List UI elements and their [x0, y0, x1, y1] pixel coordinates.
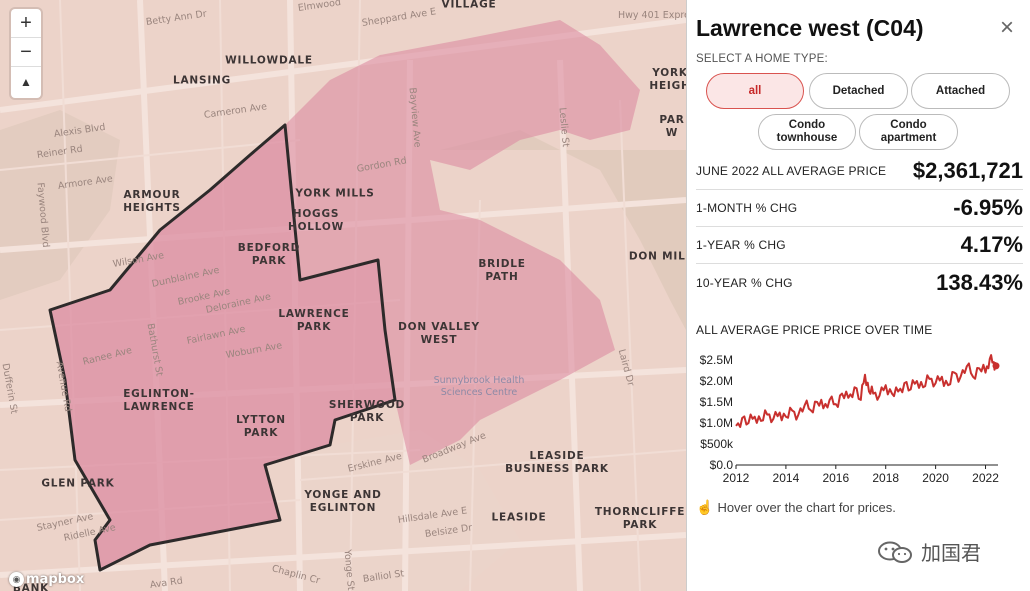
- region-lawrence-west-c04[interactable]: [50, 125, 395, 570]
- zoom-controls: + − ▲: [11, 9, 41, 98]
- highway-label: Hwy 401 Express: [618, 10, 686, 21]
- place-leaside: LEASIDE: [491, 511, 547, 524]
- region-don-valley-west[interactable]: [285, 20, 640, 465]
- hand-pointer-icon: ☝: [696, 499, 714, 515]
- watermark: 加国君: [877, 537, 981, 566]
- zoom-in-button[interactable]: +: [11, 9, 41, 38]
- mapbox-label: mapbox: [26, 572, 85, 587]
- place-lawrence-park: LAWRENCE PARK: [278, 308, 350, 333]
- place-bank: BANK: [12, 582, 50, 591]
- stat-value: -6.95%: [953, 195, 1023, 220]
- mapbox-attribution[interactable]: ◉ mapbox: [9, 572, 84, 587]
- place-willowdale: WILLOWDALE: [225, 54, 313, 67]
- place-bedford-park: BEDFORD PARK: [237, 242, 301, 267]
- place-york-mills: YORK MILLS: [295, 187, 375, 200]
- park-area: [440, 130, 686, 330]
- x-tick-label: 2012: [723, 471, 750, 485]
- close-button[interactable]: ×: [1000, 14, 1015, 41]
- stat-label: 10-YEAR % CHG: [696, 275, 793, 290]
- zoom-out-button[interactable]: −: [11, 38, 41, 67]
- place-armour-heights: ARMOUR HEIGHTS: [123, 189, 181, 214]
- home-type-attached-button[interactable]: Attached: [911, 73, 1010, 109]
- y-tick-label: $0.0: [710, 458, 734, 472]
- compass-button[interactable]: ▲: [20, 74, 32, 89]
- home-type-condo-townhouse-button[interactable]: Condo townhouse: [758, 114, 856, 150]
- y-tick-label: $2.5M: [700, 353, 733, 367]
- price-chart[interactable]: $0.0$500k$1.0M$1.5M$2.0M$2.5M 2012 2014 20…: [686, 340, 1030, 490]
- y-axis: $0.0 $500k $1.0M $1.5M $2.0M $2.5M: [700, 353, 734, 472]
- place-parkway: PAR W: [659, 114, 685, 139]
- hover-hint: ☝ Hover over the chart for prices.: [696, 499, 896, 516]
- place-glen-park: GLEN PARK: [41, 477, 115, 490]
- panel-title: Lawrence west (C04): [696, 15, 924, 41]
- mapbox-logo-icon: ◉: [9, 572, 24, 587]
- stat-label: 1-MONTH % CHG: [696, 201, 798, 215]
- y-tick-label: $1.5M: [700, 395, 733, 409]
- place-yonge-eglinton: YONGE AND EGLINTON: [304, 489, 382, 514]
- stat-row-1-year: 1-YEAR % CHG 4.17%: [696, 227, 1023, 264]
- wechat-logo-icon: [878, 541, 912, 563]
- place-thorncliffe-park: THORNCLIFFE PARK: [594, 506, 686, 531]
- home-type-label: SELECT A HOME TYPE:: [696, 53, 828, 65]
- poi-sunnybrook: Sunnybrook Health Sciences Centre: [433, 375, 525, 398]
- place-hoggs-hollow: HOGGS HOLLOW: [287, 208, 345, 233]
- x-axis: 2012 2014 2016 2018 2020 2022: [723, 465, 999, 485]
- y-tick-label: $1.0M: [700, 416, 733, 430]
- x-tick-label: 2016: [822, 471, 849, 485]
- place-lytton-park: LYTTON PARK: [236, 414, 286, 439]
- info-panel: Lawrence west (C04) × SELECT A HOME TYPE…: [686, 0, 1030, 591]
- park-area: [0, 110, 120, 300]
- x-tick-label: 2020: [922, 471, 949, 485]
- y-tick-label: $500k: [700, 437, 734, 451]
- map-view[interactable]: + − ▲ Hwy 401 Express VILLAGE WILLOWDALE…: [0, 0, 686, 591]
- stat-row-10-year: 10-YEAR % CHG 138.43%: [696, 264, 1023, 301]
- place-don-mills: DON MILL: [628, 250, 686, 263]
- place-don-valley-west: DON VALLEY WEST: [398, 321, 480, 346]
- stat-label: JUNE 2022 ALL AVERAGE PRICE: [696, 164, 887, 178]
- place-sherwood-park: SHERWOOD PARK: [328, 399, 406, 424]
- place-york-heights: YORK HEIGH: [649, 67, 686, 92]
- stat-row-1-month: 1-MONTH % CHG -6.95%: [696, 190, 1023, 227]
- home-type-condo-apartment-button[interactable]: Condo apartment: [859, 114, 958, 150]
- x-tick-label: 2018: [872, 471, 899, 485]
- map-canvas[interactable]: [0, 0, 686, 591]
- place-lansing: LANSING: [172, 74, 232, 87]
- stat-value: $2,361,721: [912, 158, 1023, 183]
- stat-row-average-price: JUNE 2022 ALL AVERAGE PRICE $2,361,721: [696, 153, 1023, 190]
- selected-region-outline: [48, 123, 397, 572]
- hover-hint-text: Hover over the chart for prices.: [717, 500, 896, 515]
- home-type-detached-button[interactable]: Detached: [809, 73, 908, 109]
- place-leaside-business-park: LEASIDE BUSINESS PARK: [505, 450, 609, 475]
- stat-value: 138.43%: [936, 269, 1023, 295]
- chart-title: ALL AVERAGE PRICE PRICE OVER TIME: [696, 323, 933, 337]
- place-bridle-path: BRIDLE PATH: [478, 258, 526, 283]
- y-tick-label: $2.0M: [700, 374, 733, 388]
- watermark-text: 加国君: [921, 541, 981, 565]
- x-tick-label: 2022: [972, 471, 999, 485]
- price-series-line[interactable]: [735, 354, 997, 428]
- series-endpoint[interactable]: [992, 362, 1000, 370]
- stat-label: 1-YEAR % CHG: [696, 238, 786, 252]
- home-type-all-button[interactable]: all: [706, 73, 804, 109]
- place-village: VILLAGE: [441, 0, 497, 11]
- place-eglinton-lawrence: EGLINTON- LAWRENCE: [123, 388, 195, 413]
- stat-value: 4.17%: [960, 232, 1023, 257]
- x-tick-label: 2014: [773, 471, 800, 485]
